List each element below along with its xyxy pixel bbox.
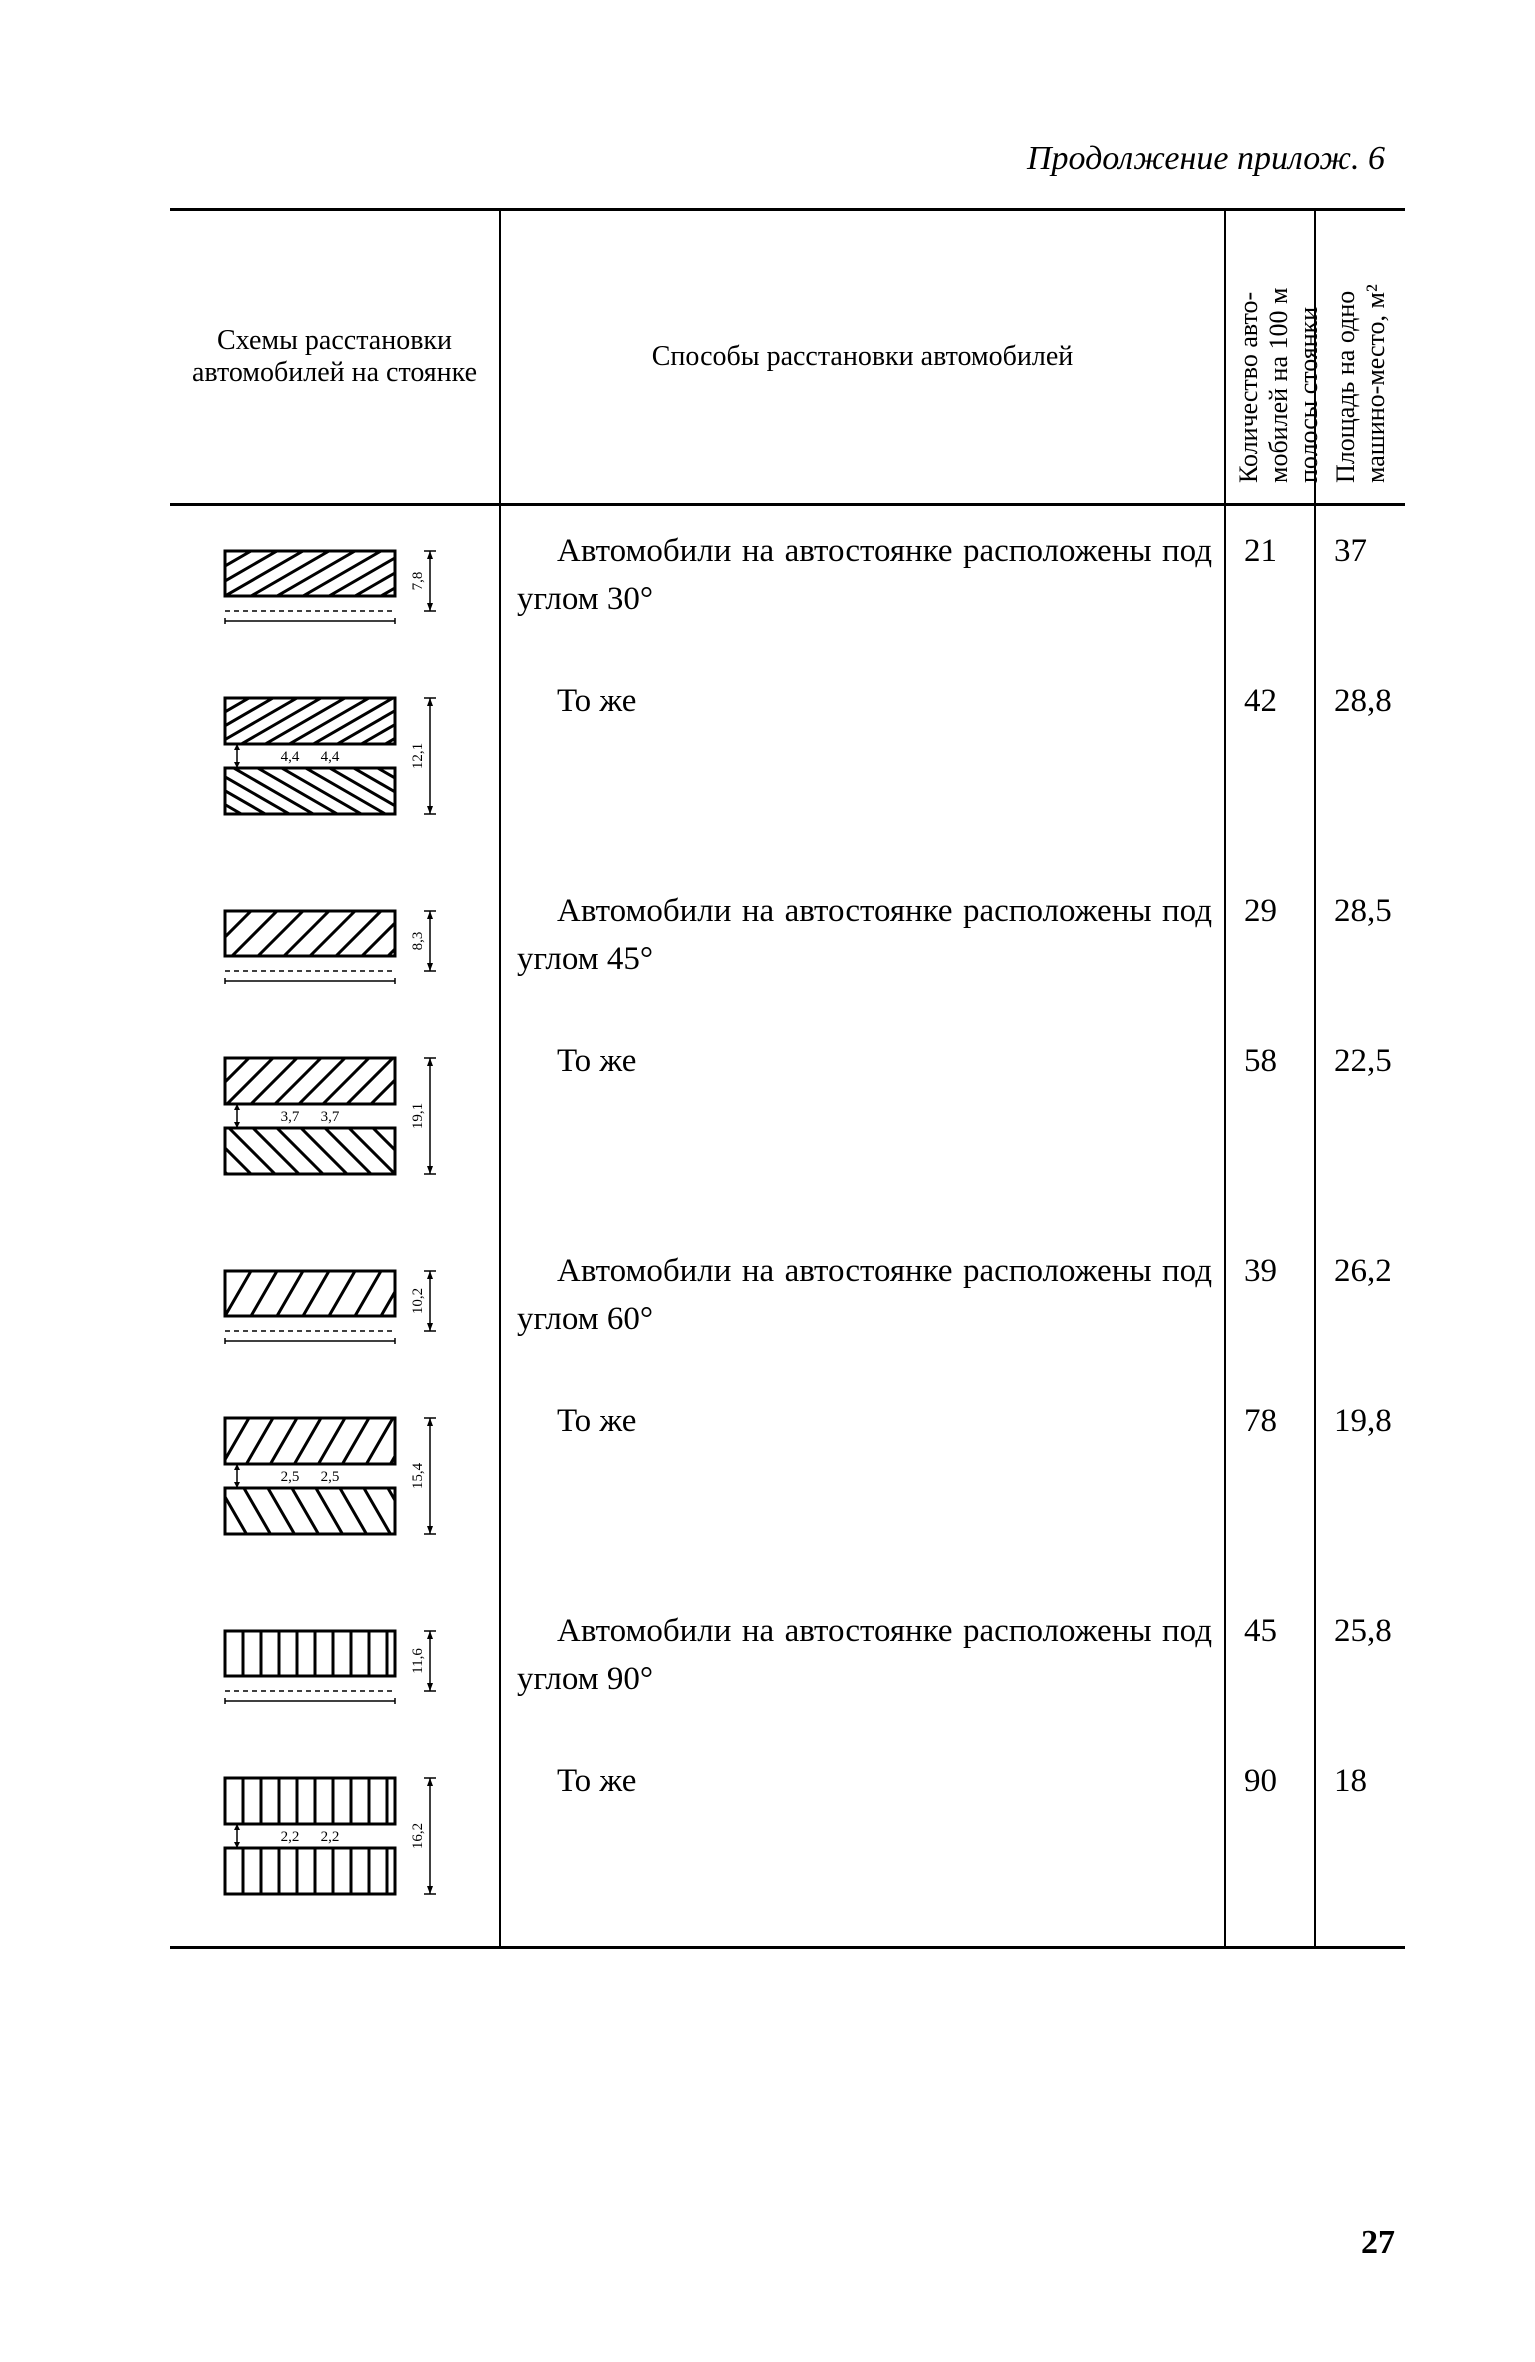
diagram-cell: 2,5 2,5 15,4	[170, 1376, 500, 1586]
count-cell: 21	[1225, 505, 1315, 657]
svg-text:7,8: 7,8	[410, 572, 426, 591]
svg-text:2,2: 2,2	[320, 1829, 339, 1845]
diagram-cell: 11,6	[170, 1586, 500, 1736]
description-cell: То же	[500, 1376, 1225, 1586]
area-cell: 26,2	[1315, 1226, 1405, 1376]
area-cell: 18	[1315, 1736, 1405, 1948]
header-col2: Способы расстановки автомобилей	[500, 210, 1225, 505]
header-row: Схемы расстановки автомобилей на стоянке…	[170, 210, 1405, 505]
count-cell: 39	[1225, 1226, 1315, 1376]
svg-text:19,1: 19,1	[410, 1103, 426, 1129]
header-col3: Количество авто- мобилей на 100 м полосы…	[1225, 210, 1315, 505]
count-cell: 78	[1225, 1376, 1315, 1586]
continuation-label: Продолжение прилож. 6	[170, 140, 1405, 178]
table-row: 3,7 3,7 19,1 То же5822,5	[170, 1016, 1405, 1226]
table-body: 7,8 Автомобили на автостоянке рас­положен…	[170, 505, 1405, 1948]
count-cell: 29	[1225, 866, 1315, 1016]
area-cell: 25,8	[1315, 1586, 1405, 1736]
diagram-cell: 8,3	[170, 866, 500, 1016]
count-cell: 58	[1225, 1016, 1315, 1226]
table-row: 2,5 2,5 15,4 То же7819,8	[170, 1376, 1405, 1586]
table-row: 7,8 Автомобили на автостоянке рас­положен…	[170, 505, 1405, 657]
svg-text:12,1: 12,1	[410, 743, 426, 769]
description-cell: То же	[500, 656, 1225, 866]
page: Продолжение прилож. 6 Схемы расстановки …	[0, 0, 1535, 2362]
svg-text:4,4: 4,4	[280, 749, 299, 765]
diagram-cell: 4,4 4,4 12,1	[170, 656, 500, 866]
header-col1: Схемы расстановки автомобилей на стоянке	[170, 210, 500, 505]
count-cell: 45	[1225, 1586, 1315, 1736]
area-cell: 22,5	[1315, 1016, 1405, 1226]
description-cell: Автомобили на автостоянке рас­положены п…	[500, 1586, 1225, 1736]
svg-text:2,5: 2,5	[280, 1469, 299, 1485]
count-cell: 42	[1225, 656, 1315, 866]
diagram-cell: 7,8	[170, 505, 500, 657]
description-cell: То же	[500, 1736, 1225, 1948]
diagram-cell: 3,7 3,7 19,1	[170, 1016, 500, 1226]
description-cell: Автомобили на автостоянке рас­положены п…	[500, 1226, 1225, 1376]
header-col4: Площадь на одно машино-место, м²	[1315, 210, 1405, 505]
page-number: 27	[1361, 2224, 1395, 2262]
svg-text:10,2: 10,2	[410, 1288, 426, 1314]
table-row: 2,2 2,2 16,2 То же9018	[170, 1736, 1405, 1948]
area-cell: 28,8	[1315, 656, 1405, 866]
svg-text:4,4: 4,4	[320, 749, 339, 765]
parking-table: Схемы расстановки автомобилей на стоянке…	[170, 208, 1405, 1949]
table-row: 11,6 Автомобили на автостоянке рас­положе…	[170, 1586, 1405, 1736]
description-cell: То же	[500, 1016, 1225, 1226]
area-cell: 28,5	[1315, 866, 1405, 1016]
table-row: 10,2 Автомобили на автостоянке рас­положе…	[170, 1226, 1405, 1376]
description-cell: Автомобили на автостоянке рас­положены п…	[500, 505, 1225, 657]
description-cell: Автомобили на автостоянке рас­положены п…	[500, 866, 1225, 1016]
svg-text:15,4: 15,4	[410, 1462, 426, 1489]
diagram-cell: 2,2 2,2 16,2	[170, 1736, 500, 1948]
svg-text:11,6: 11,6	[410, 1648, 426, 1674]
svg-text:2,5: 2,5	[320, 1469, 339, 1485]
svg-text:2,2: 2,2	[280, 1829, 299, 1845]
table-row: 8,3 Автомобили на автостоянке рас­положен…	[170, 866, 1405, 1016]
svg-text:16,2: 16,2	[410, 1823, 426, 1849]
svg-text:3,7: 3,7	[280, 1109, 299, 1125]
svg-text:8,3: 8,3	[410, 932, 426, 951]
area-cell: 19,8	[1315, 1376, 1405, 1586]
table-row: 4,4 4,4 12,1 То же4228,8	[170, 656, 1405, 866]
area-cell: 37	[1315, 505, 1405, 657]
count-cell: 90	[1225, 1736, 1315, 1948]
diagram-cell: 10,2	[170, 1226, 500, 1376]
svg-text:3,7: 3,7	[320, 1109, 339, 1125]
